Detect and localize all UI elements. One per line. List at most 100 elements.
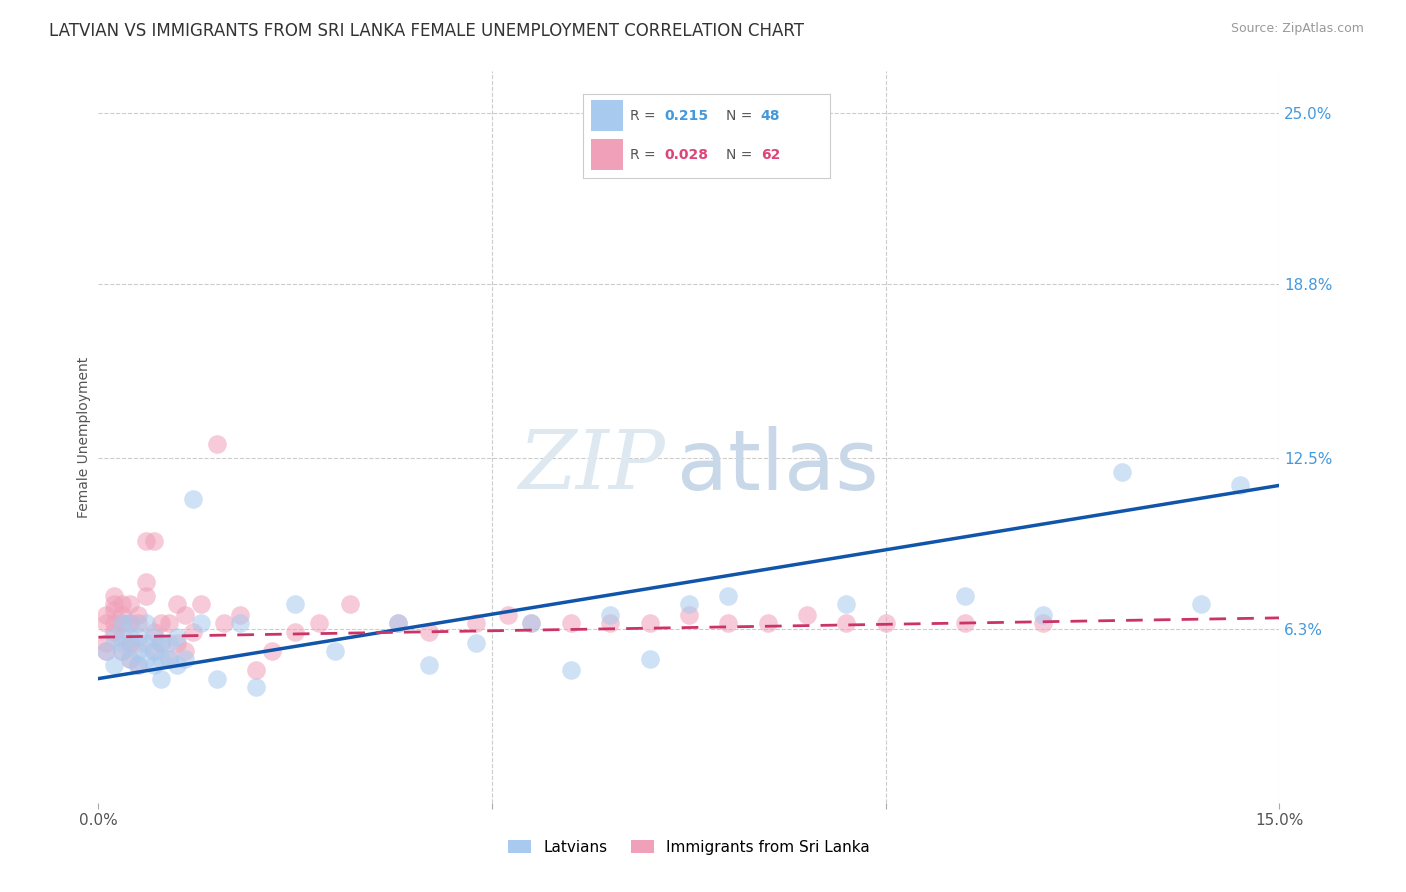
Point	[103, 602, 125, 616]
Point	[111, 616, 134, 631]
Point	[157, 636, 180, 650]
Point	[205, 672, 228, 686]
Point	[835, 616, 858, 631]
Point	[111, 636, 134, 650]
Text: Source: ZipAtlas.com: Source: ZipAtlas.com	[1230, 22, 1364, 36]
Point	[387, 616, 409, 631]
Point	[111, 597, 134, 611]
Point	[150, 616, 173, 631]
Point	[260, 644, 283, 658]
Point	[127, 644, 149, 658]
Bar	[591, 101, 623, 131]
Point	[560, 616, 582, 631]
Point	[166, 657, 188, 672]
Point	[387, 616, 409, 631]
Point	[127, 636, 149, 650]
Point	[142, 630, 165, 644]
Text: 0.215: 0.215	[665, 109, 709, 123]
Point	[953, 616, 976, 631]
Point	[157, 652, 180, 666]
Text: ZIP: ZIP	[519, 426, 665, 507]
Point	[284, 624, 307, 639]
Y-axis label: Female Unemployment: Female Unemployment	[77, 357, 91, 517]
Point	[111, 608, 134, 623]
Point	[166, 597, 188, 611]
Point	[1111, 465, 1133, 479]
Point	[308, 616, 330, 631]
Point	[599, 616, 621, 631]
Point	[796, 608, 818, 623]
Point	[142, 657, 165, 672]
Point	[174, 608, 197, 623]
Point	[135, 636, 157, 650]
Point	[339, 597, 361, 611]
Text: atlas: atlas	[678, 425, 879, 507]
Point	[135, 574, 157, 589]
Point	[678, 608, 700, 623]
Point	[118, 652, 141, 666]
Point	[835, 597, 858, 611]
Point	[103, 624, 125, 639]
Point	[103, 630, 125, 644]
Point	[96, 644, 118, 658]
Point	[875, 616, 897, 631]
Point	[111, 630, 134, 644]
Point	[520, 616, 543, 631]
Point	[174, 652, 197, 666]
Point	[127, 657, 149, 672]
Point	[181, 624, 204, 639]
Point	[953, 589, 976, 603]
Point	[496, 608, 519, 623]
Point	[181, 492, 204, 507]
Point	[190, 597, 212, 611]
Point	[150, 652, 173, 666]
Point	[190, 616, 212, 631]
Point	[118, 630, 141, 644]
Point	[166, 630, 188, 644]
Text: N =: N =	[725, 109, 756, 123]
Point	[284, 597, 307, 611]
Point	[465, 636, 488, 650]
Point	[418, 624, 440, 639]
Text: 48: 48	[761, 109, 780, 123]
Point	[174, 644, 197, 658]
Text: LATVIAN VS IMMIGRANTS FROM SRI LANKA FEMALE UNEMPLOYMENT CORRELATION CHART: LATVIAN VS IMMIGRANTS FROM SRI LANKA FEM…	[49, 22, 804, 40]
Point	[560, 663, 582, 677]
Point	[118, 636, 141, 650]
Point	[599, 608, 621, 623]
Text: 0.028: 0.028	[665, 148, 709, 161]
Point	[1032, 608, 1054, 623]
Point	[205, 437, 228, 451]
Point	[118, 597, 141, 611]
Point	[96, 644, 118, 658]
Point	[127, 616, 149, 631]
Point	[118, 652, 141, 666]
Legend: Latvians, Immigrants from Sri Lanka: Latvians, Immigrants from Sri Lanka	[502, 834, 876, 861]
Point	[229, 616, 252, 631]
Point	[103, 589, 125, 603]
Text: 62: 62	[761, 148, 780, 161]
Point	[1189, 597, 1212, 611]
Point	[245, 680, 267, 694]
Point	[157, 616, 180, 631]
Point	[111, 616, 134, 631]
Text: R =: R =	[630, 109, 661, 123]
Point	[103, 597, 125, 611]
Point	[135, 616, 157, 631]
Point	[465, 616, 488, 631]
Point	[157, 652, 180, 666]
Point	[1229, 478, 1251, 492]
Point	[142, 644, 165, 658]
Point	[229, 608, 252, 623]
Text: R =: R =	[630, 148, 661, 161]
Point	[214, 616, 236, 631]
Point	[96, 636, 118, 650]
Text: N =: N =	[725, 148, 756, 161]
Point	[103, 657, 125, 672]
Point	[323, 644, 346, 658]
Point	[142, 533, 165, 548]
Point	[520, 616, 543, 631]
Point	[118, 616, 141, 631]
Point	[118, 616, 141, 631]
Point	[638, 616, 661, 631]
